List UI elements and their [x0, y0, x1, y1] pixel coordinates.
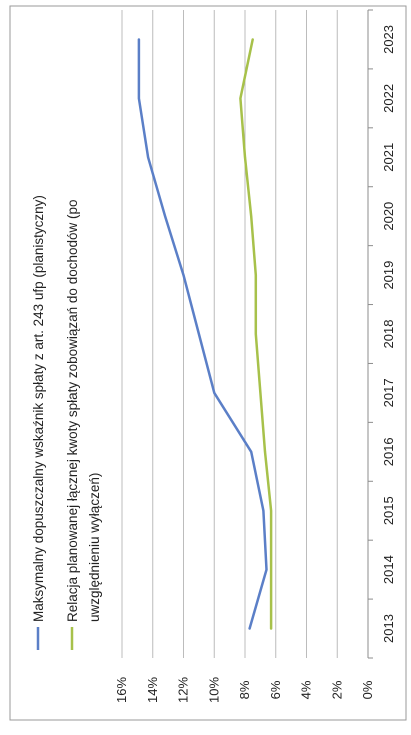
y-tick-label: 2% [329, 680, 344, 699]
y-tick-label: 6% [268, 680, 283, 699]
legend-layer: Maksymalny dopuszczalny wskaźnik spłaty … [31, 195, 102, 650]
x-tick-label: 2014 [381, 555, 396, 584]
x-tick-label: 2018 [381, 320, 396, 349]
x-tick-label: 2017 [381, 378, 396, 407]
y-tick-label: 8% [237, 680, 252, 699]
x-tick-label: 2023 [381, 25, 396, 54]
series-line-1 [137, 38, 268, 630]
x-tick-label: 2022 [381, 84, 396, 113]
x-tick-label: 2019 [381, 261, 396, 290]
y-tick-label: 4% [299, 680, 314, 699]
chart-border [9, 5, 407, 721]
y-tick-label: 12% [176, 677, 191, 703]
tick-layer: 0% 2% 4% 6% 8% 10% 12% 14% 16% 2013 2014 2015 2016 20… [114, 9, 396, 703]
legend-label-2: Relacja planowanej łącznej kwoty spłaty … [65, 199, 102, 622]
series-layer [137, 38, 273, 630]
x-tick-label: 2020 [381, 202, 396, 231]
y-tick-label: 14% [145, 677, 160, 703]
series-line-2 [239, 38, 273, 630]
x-tick-label: 2021 [381, 143, 396, 172]
y-tick-label: 16% [114, 677, 129, 703]
x-tick-label: 2013 [381, 614, 396, 643]
legend-label-1: Maksymalny dopuszczalny wskaźnik spłaty … [31, 195, 46, 622]
x-tick-label: 2015 [381, 496, 396, 525]
grid-layer [121, 10, 369, 658]
y-tick-label: 10% [206, 677, 221, 703]
y-tick-label: 0% [360, 680, 375, 699]
x-tick-label: 2016 [381, 437, 396, 466]
